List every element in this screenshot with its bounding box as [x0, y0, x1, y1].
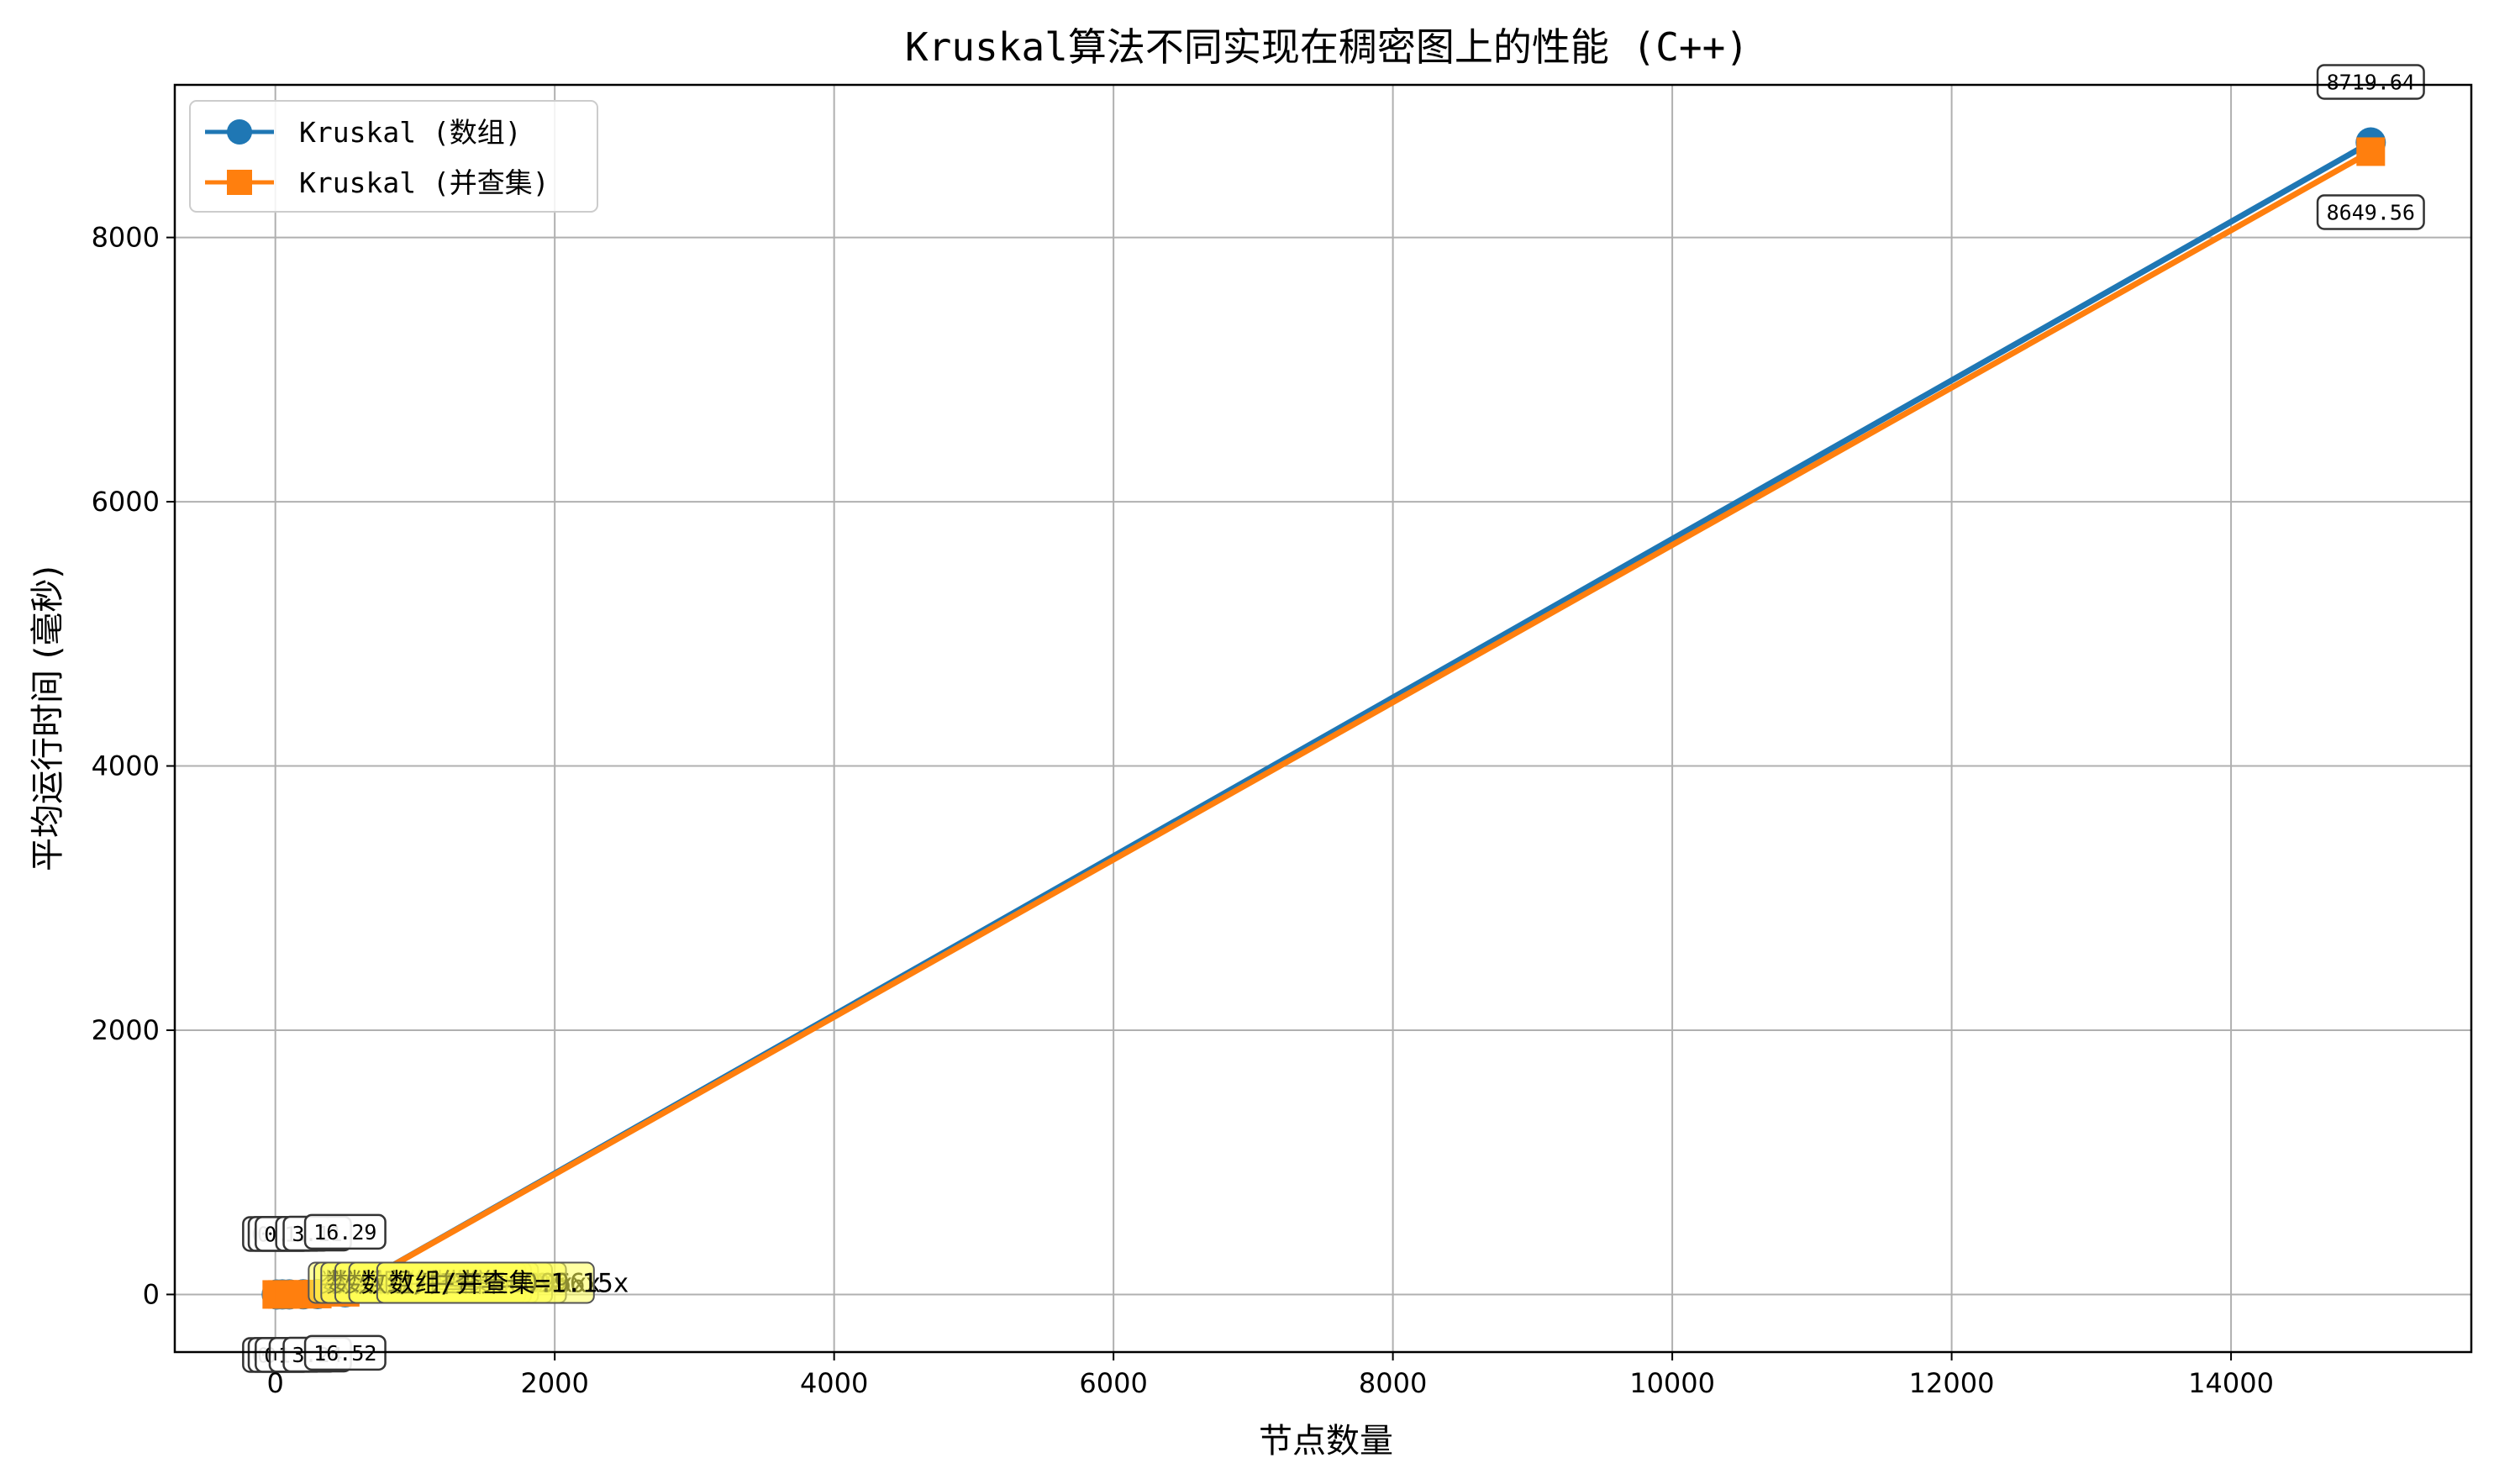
value-label-0: 16.29 — [313, 1220, 376, 1245]
x-tick-label: 14000 — [2188, 1367, 2274, 1399]
x-tick-label: 10000 — [1629, 1367, 1715, 1399]
value-label-1: 8649.56 — [2327, 200, 2415, 224]
value-label-box-0 — [303, 1213, 387, 1250]
y-tick-label: 4000 — [92, 750, 160, 782]
x-tick-label: 6000 — [1079, 1367, 1147, 1399]
x-tick-label: 4000 — [800, 1367, 868, 1399]
chart-title: Kruskal算法不同实现在稠密图上的性能 (C++) — [905, 24, 1749, 70]
legend: Kruskal (数组) Kruskal (并查集) — [189, 100, 598, 213]
legend-frame — [189, 100, 598, 213]
legend-label-1: Kruskal (并查集) — [299, 166, 550, 199]
y-tick-label: 6000 — [92, 486, 160, 518]
x-tick-label: 8000 — [1359, 1367, 1427, 1399]
x-tick-label: 0 — [267, 1367, 284, 1399]
ratio-annotation: 数组/并查集=1.15x — [389, 1268, 629, 1298]
y-tick-label: 8000 — [92, 222, 160, 254]
y-axis-label: 平均运行时间 (毫秒) — [29, 566, 67, 871]
value-label-box-0 — [2316, 64, 2425, 100]
x-axis-label: 节点数量 — [1259, 1422, 1393, 1460]
y-tick-label: 2000 — [92, 1014, 160, 1046]
value-label-box-1 — [2316, 194, 2425, 230]
legend-label-0: Kruskal (数组) — [299, 116, 522, 149]
ticks: 0 2000 4000 6000 8000 10000 12000 14000 0 2000 400… — [92, 222, 2274, 1399]
y-tick-label: 0 — [143, 1278, 160, 1310]
legend-marker-1 — [227, 170, 252, 195]
ratio-annotation-box — [376, 1261, 595, 1304]
data-point-1 — [2356, 137, 2386, 166]
value-label-1: 16.52 — [313, 1341, 376, 1366]
x-tick-label: 2000 — [520, 1367, 588, 1399]
plot-frame — [173, 83, 2473, 1354]
grid — [175, 85, 2471, 1352]
value-label-0: 8719.64 — [2327, 70, 2415, 94]
annotations: 0.010.080.311.23.1116.298719.640.010.090… — [242, 64, 2425, 1373]
x-tick-label: 12000 — [1909, 1367, 1995, 1399]
legend-marker-0 — [227, 119, 252, 145]
